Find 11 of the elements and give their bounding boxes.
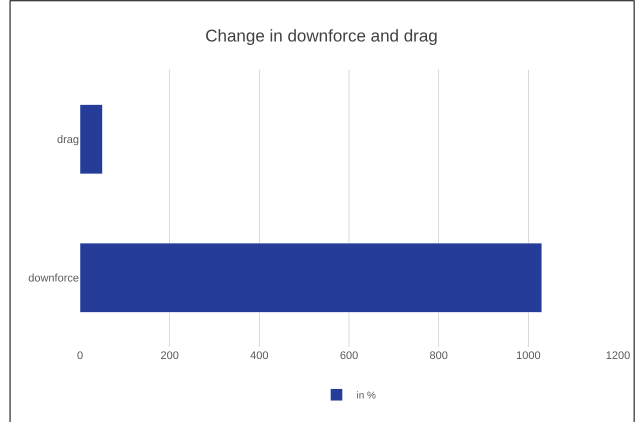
x-tick-label: 600 — [340, 350, 358, 362]
x-tick-label: 1000 — [516, 350, 541, 362]
legend-label: in % — [356, 390, 376, 402]
x-tick-label: 800 — [429, 350, 448, 362]
x-tick-label: 200 — [160, 350, 179, 362]
x-tick-label: 400 — [250, 350, 269, 362]
y-tick-label: downforce — [28, 272, 79, 285]
y-tick-label: drag — [56, 134, 79, 146]
x-tick-label: 1200 — [606, 350, 630, 362]
chart-title: Change in downforce and drag — [205, 26, 438, 46]
x-tick-label: 0 — [76, 350, 84, 362]
